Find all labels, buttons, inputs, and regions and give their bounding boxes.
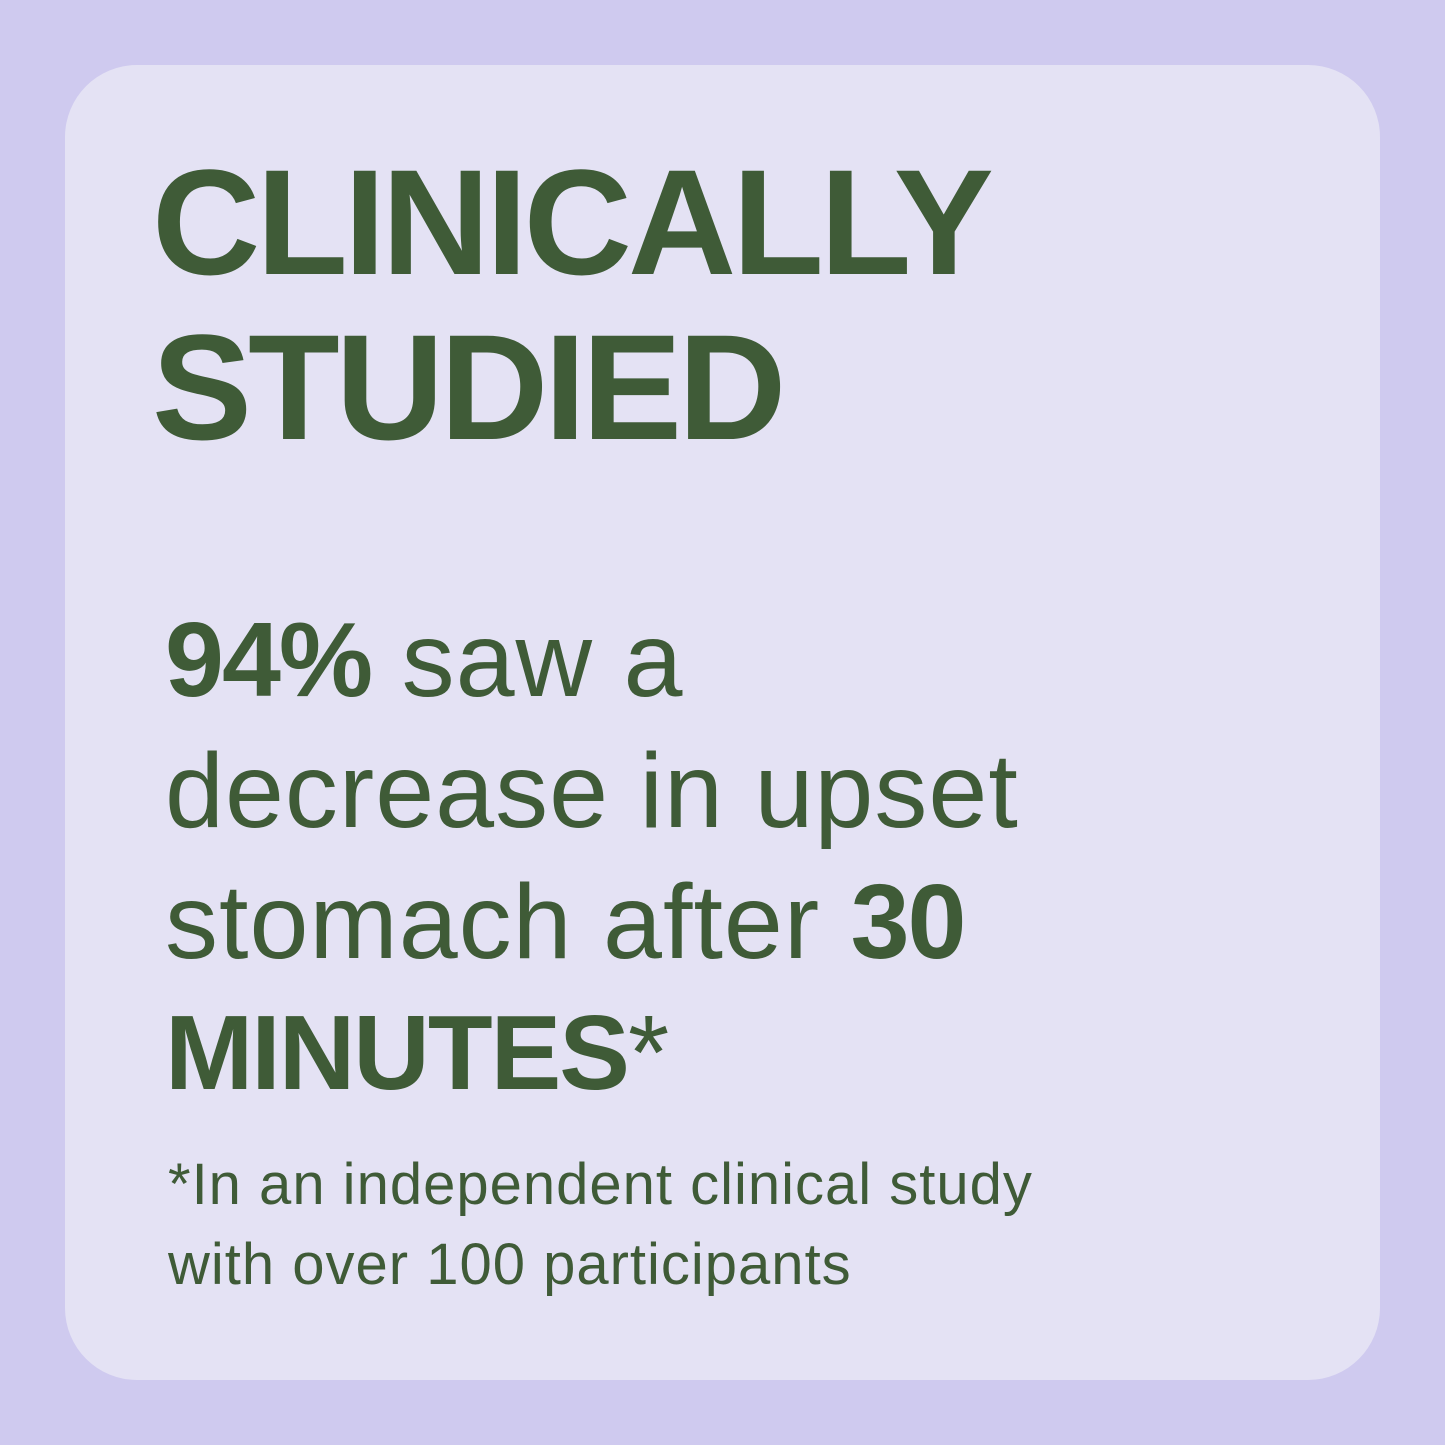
statement-line: stomach after 30 (165, 857, 1019, 988)
statement-run: stomach after (165, 863, 851, 981)
statement-run: MINUTES (165, 994, 630, 1112)
statement: 94% saw a decrease in upset stomach after … (165, 595, 1019, 1119)
statement-run: 94% (165, 601, 373, 719)
heading-line: STUDIED (152, 303, 786, 471)
statement-run: 30 (850, 863, 967, 981)
footnote-line: *In an independent clinical study (168, 1152, 1033, 1217)
statement-line: 94% saw a (165, 595, 1019, 726)
statement-run: saw a (371, 601, 684, 719)
footnote-line: with over 100 participants (168, 1232, 852, 1297)
statement-run: * (628, 994, 671, 1112)
statement-line: MINUTES* (165, 988, 1019, 1119)
card (65, 65, 1380, 1380)
heading-line: CLINICALLY (152, 138, 994, 306)
footnote: *In an independent clinical study with ov… (168, 1145, 1033, 1305)
heading: CLINICALLY STUDIED (152, 138, 994, 471)
statement-run: decrease in upset (165, 732, 1019, 850)
statement-line: decrease in upset (165, 726, 1019, 857)
